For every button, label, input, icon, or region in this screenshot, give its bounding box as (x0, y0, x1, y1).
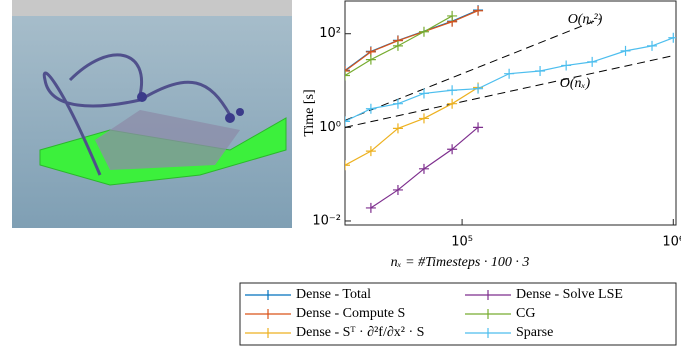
reference-label: O(nₓ) (560, 76, 591, 91)
marker (587, 56, 598, 67)
marker (447, 98, 458, 109)
marker (418, 88, 429, 99)
marker (365, 202, 376, 213)
marker (647, 40, 658, 51)
marker (473, 5, 484, 16)
marker (504, 68, 515, 79)
marker (392, 184, 403, 195)
marker (418, 113, 429, 124)
x-axis-label: nₓ = #Timesteps · 100 · 3 (391, 255, 530, 270)
marker (447, 85, 458, 96)
marker (345, 116, 350, 127)
marker (392, 40, 403, 51)
x-tick-label: 10⁶ (662, 235, 681, 250)
marker (345, 160, 350, 171)
y-tick-label: 10² (319, 26, 341, 41)
legend-label: Dense - Compute S (296, 306, 405, 321)
reference-line (345, 55, 674, 128)
marker (365, 103, 376, 114)
marker (473, 83, 484, 94)
marker (535, 65, 546, 76)
marker (473, 122, 484, 133)
marker (345, 65, 350, 76)
marker (365, 54, 376, 65)
marker (345, 70, 350, 81)
y-tick-label: 10⁻² (312, 213, 341, 228)
reference-label: O(nₓ²) (568, 12, 603, 27)
legend (239, 282, 677, 346)
simulation-render (12, 0, 292, 228)
marker (447, 144, 458, 155)
marker (561, 60, 572, 71)
legend-label: Dense - Solve LSE (516, 287, 623, 302)
y-axis-label: Time [s] (302, 89, 317, 136)
marker (418, 26, 429, 37)
plot-content (345, 5, 676, 213)
series-line (345, 86, 479, 166)
legend-label: Dense - Total (296, 287, 371, 302)
reference-line (345, 18, 601, 121)
marker (668, 32, 676, 43)
marker (418, 163, 429, 174)
plot-area (344, 0, 677, 226)
legend-label: Sparse (516, 325, 553, 340)
marker (620, 45, 631, 56)
marker (447, 10, 458, 21)
marker (365, 146, 376, 157)
x-tick-label: 10⁵ (451, 235, 473, 250)
legend-label: CG (516, 306, 535, 321)
marker (392, 98, 403, 109)
legend-label: Dense - Sᵀ · ∂²f/∂x² · S (296, 325, 424, 340)
marker (345, 65, 350, 76)
y-tick-label: 10⁰ (319, 120, 341, 135)
marker (392, 123, 403, 134)
